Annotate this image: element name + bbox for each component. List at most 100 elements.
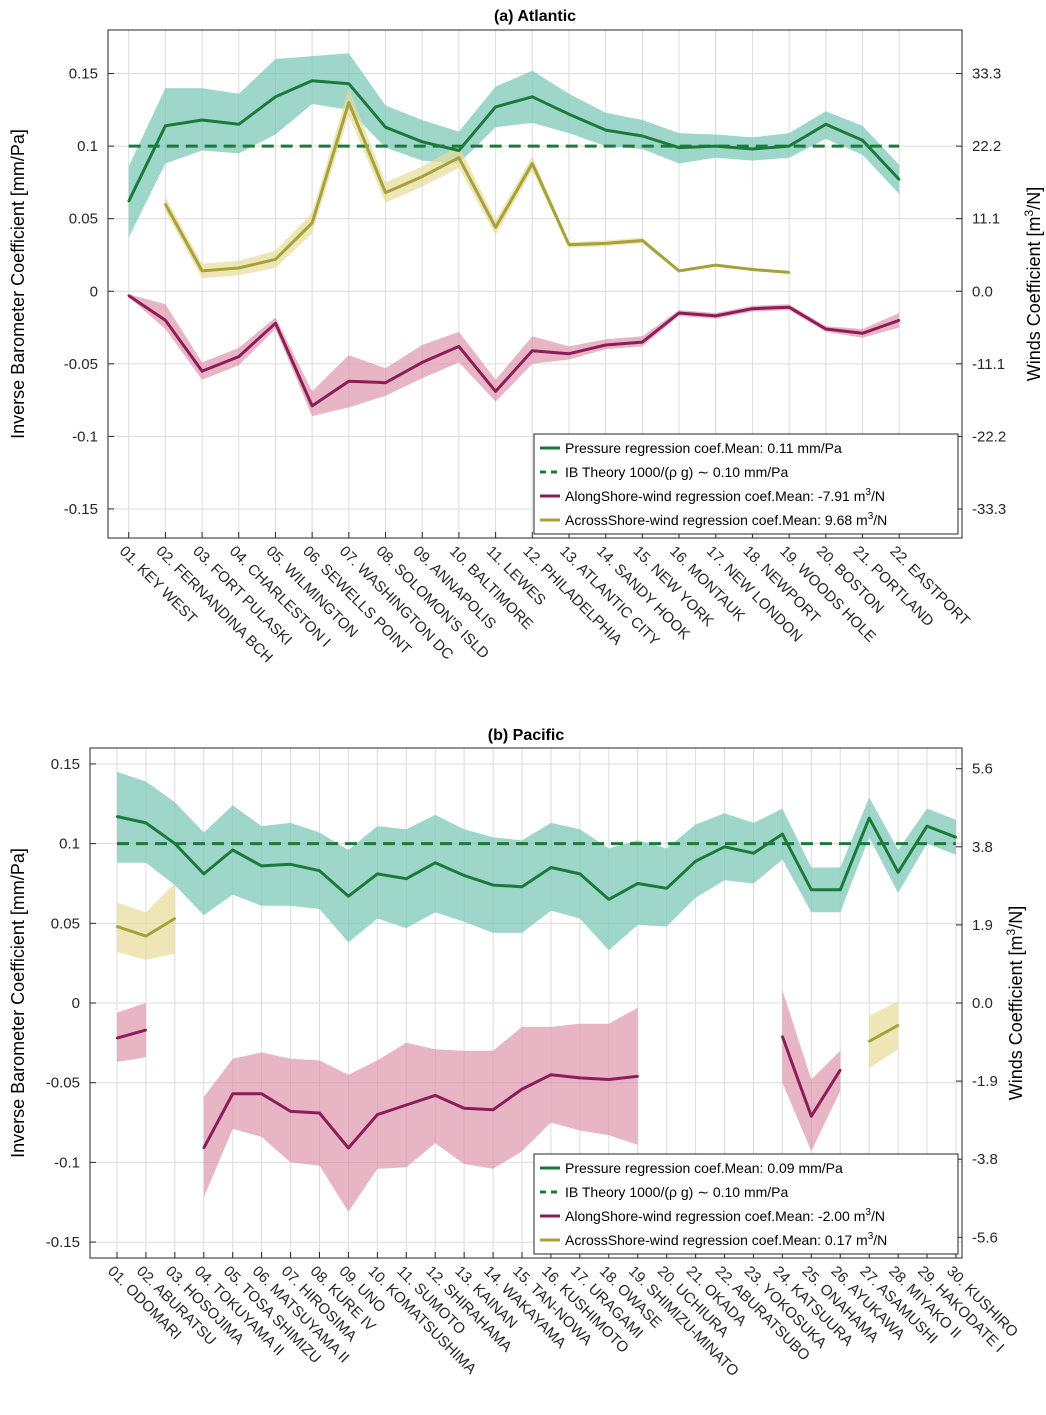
y-tick-label: 0 bbox=[90, 283, 98, 300]
across-band bbox=[117, 883, 175, 960]
pressure-point bbox=[810, 888, 813, 892]
across-point bbox=[677, 269, 681, 273]
along-point bbox=[310, 404, 314, 408]
pressure-point bbox=[867, 816, 871, 820]
pressure-point bbox=[861, 139, 864, 142]
along-point bbox=[115, 1036, 119, 1040]
across-point bbox=[384, 191, 387, 194]
along-point bbox=[607, 1078, 611, 1081]
y-tick-label: 0.1 bbox=[59, 836, 80, 853]
along-line bbox=[202, 1073, 638, 1150]
along-line bbox=[116, 1028, 147, 1040]
across-point bbox=[567, 243, 571, 247]
along-point bbox=[237, 355, 240, 358]
pressure-point bbox=[347, 82, 351, 85]
along-point bbox=[578, 1076, 582, 1080]
pressure-point bbox=[694, 859, 697, 863]
along-point bbox=[491, 1108, 495, 1111]
along-point bbox=[567, 352, 571, 355]
y2-tick-label: 22.2 bbox=[972, 138, 1001, 155]
y-tick-label: -0.05 bbox=[46, 1075, 80, 1092]
across-point bbox=[751, 268, 754, 271]
along-point bbox=[897, 319, 901, 322]
legend: Pressure regression coef.Mean: 0.11 mm/P… bbox=[533, 433, 959, 535]
across-point bbox=[457, 156, 461, 159]
along-point bbox=[260, 1092, 263, 1096]
pressure-point bbox=[310, 79, 314, 83]
along-point bbox=[520, 1087, 524, 1091]
along-band bbox=[128, 294, 900, 417]
y2-label-main: Winds Coefficient [m bbox=[1006, 935, 1026, 1100]
along-point bbox=[824, 327, 828, 331]
along-point bbox=[202, 1146, 205, 1150]
legend-label-sup: 3 bbox=[865, 487, 871, 498]
across-point bbox=[494, 226, 497, 229]
pressure-point bbox=[781, 832, 784, 836]
pressure-point bbox=[641, 134, 644, 138]
across-point bbox=[274, 258, 277, 261]
y2-label-sup: 3 bbox=[1004, 928, 1018, 935]
legend-label-end: /N bbox=[873, 1232, 887, 1248]
legend-label-end: /N bbox=[871, 1208, 885, 1224]
pressure-point bbox=[144, 821, 148, 825]
across-band bbox=[165, 88, 790, 279]
legend-label-main: AlongShore-wind regression coef.Mean: -7… bbox=[565, 488, 865, 504]
across-point bbox=[144, 934, 148, 938]
across-line bbox=[164, 101, 790, 274]
legend-label-across: AcrossShore-wind regression coef.Mean: 0… bbox=[565, 1231, 887, 1248]
across-point bbox=[173, 917, 177, 920]
legend-label-sup: 3 bbox=[868, 511, 874, 522]
pressure-point bbox=[318, 869, 321, 872]
pressure-point bbox=[173, 842, 177, 845]
pressure-line bbox=[127, 79, 901, 202]
legend-label-ib: IB Theory 1000/(ρ g) ∼ 0.10 mm/Pa bbox=[565, 464, 789, 480]
y2-tick-label: 11.1 bbox=[972, 211, 1000, 228]
y2-tick-label: 0.0 bbox=[972, 283, 993, 300]
pressure-point bbox=[665, 887, 668, 890]
legend-label-along: AlongShore-wind regression coef.Mean: -7… bbox=[565, 487, 885, 504]
pressure-point bbox=[237, 123, 240, 126]
along-point bbox=[531, 349, 534, 352]
along-point bbox=[839, 1068, 842, 1072]
along-point bbox=[549, 1073, 553, 1076]
pressure-point bbox=[200, 118, 204, 122]
y2-label-main: Winds Coefficient [m bbox=[1024, 216, 1044, 381]
across-point bbox=[714, 263, 717, 267]
legend-label-main: AcrossShore-wind regression coef.Mean: 0… bbox=[565, 1232, 868, 1248]
y-tick-label: 0.15 bbox=[69, 66, 98, 83]
y-tick-label: 0.05 bbox=[69, 211, 98, 228]
along-point bbox=[751, 307, 754, 310]
along-point bbox=[200, 369, 204, 373]
across-point bbox=[787, 271, 791, 274]
y2-axis-label: Winds Coefficient [m3/N] bbox=[1022, 187, 1044, 381]
along-point bbox=[405, 1103, 408, 1107]
pressure-point bbox=[839, 888, 842, 892]
along-point bbox=[318, 1111, 321, 1115]
y2-tick-label: -3.8 bbox=[972, 1151, 998, 1168]
pressure-point bbox=[347, 895, 350, 898]
y-axis-label: Inverse Barometer Coefficient [mm/Pa] bbox=[8, 848, 28, 1158]
across-line bbox=[868, 1023, 899, 1043]
y-tick-label: 0 bbox=[72, 995, 80, 1012]
pressure-point bbox=[604, 128, 607, 132]
y-tick-label: 0.05 bbox=[51, 915, 80, 932]
pressure-point bbox=[491, 883, 495, 887]
pressure-point bbox=[752, 851, 755, 855]
y2-tick-label: 33.3 bbox=[972, 66, 1001, 83]
axes-box bbox=[107, 29, 963, 539]
across-point bbox=[310, 221, 314, 225]
along-band bbox=[117, 1003, 146, 1062]
pressure-point bbox=[549, 866, 553, 869]
across-point bbox=[421, 175, 424, 178]
y2-tick-label: -5.6 bbox=[972, 1229, 998, 1246]
along-point bbox=[462, 1106, 466, 1110]
y2-label-end: /N] bbox=[1006, 906, 1026, 929]
pressure-point bbox=[384, 126, 387, 129]
y2-axis-label: Winds Coefficient [m3/N] bbox=[1004, 906, 1026, 1100]
pressure-point bbox=[421, 140, 424, 143]
pressure-point bbox=[897, 178, 901, 181]
pressure-point bbox=[578, 872, 582, 876]
pressure-point bbox=[462, 874, 466, 877]
legend-label-along: AlongShore-wind regression coef.Mean: -2… bbox=[565, 1207, 885, 1224]
y2-tick-label: -22.2 bbox=[972, 428, 1006, 445]
